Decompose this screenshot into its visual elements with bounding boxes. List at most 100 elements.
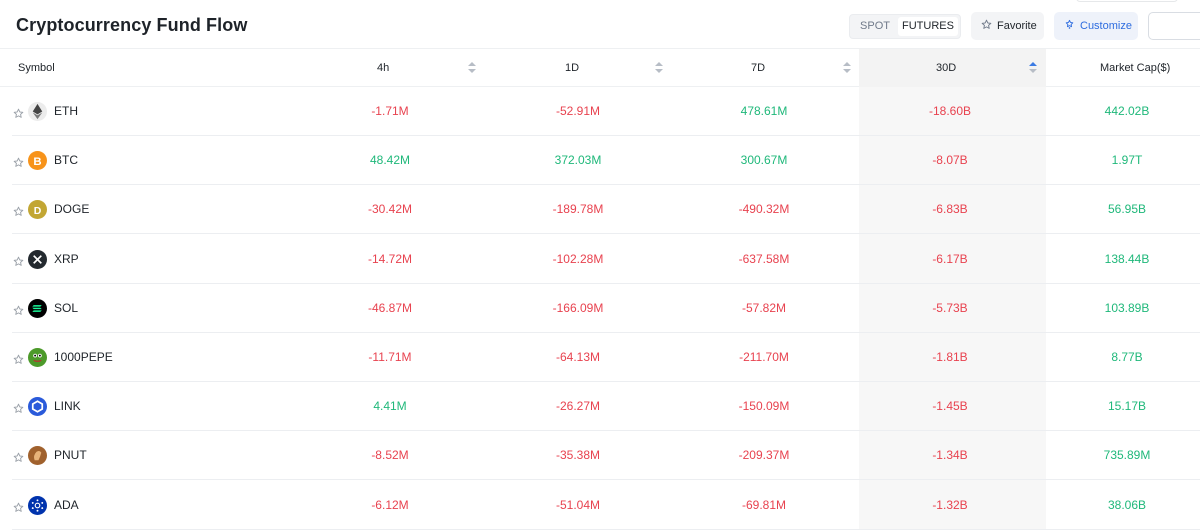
cell-mcap: 1.97T (1111, 153, 1143, 168)
favorite-star-icon[interactable] (13, 352, 24, 364)
sorted-column-header-bg (859, 49, 1046, 87)
cell-mcap: 735.89M (1103, 448, 1151, 463)
cell-d1: -51.04M (555, 497, 601, 512)
cell-d30: -1.34B (932, 448, 968, 463)
cell-d1: -35.38M (555, 448, 601, 463)
cell-h4: -11.71M (368, 350, 412, 364)
header: Cryptocurrency Fund Flow SPOT FUTURES Fa… (0, 0, 1200, 48)
star-icon (981, 19, 992, 33)
cell-mcap: 103.89B (1104, 300, 1150, 315)
symbol-label[interactable]: LINK (54, 399, 81, 414)
tab-futures[interactable]: FUTURES (898, 17, 958, 36)
favorite-star-icon[interactable] (13, 401, 24, 414)
sort-4h-icon[interactable] (468, 62, 476, 74)
cell-d7: -69.81M (741, 497, 787, 512)
cell-d30: -6.17B (932, 251, 968, 266)
cell-mcap: 138.44B (1104, 251, 1150, 266)
cell-d7: -211.70M (739, 350, 789, 364)
cell-h4: -14.72M (367, 251, 413, 266)
column-header-4h[interactable]: 4h (377, 62, 390, 74)
table-row[interactable]: 1000PEPE -11.71M -64.13M -211.70M -1.81B 8.77… (12, 333, 1200, 382)
symbol-label[interactable]: PNUT (54, 448, 87, 463)
table-header: Symbol 4h 1D 7D 30D Market Cap($) (0, 48, 1200, 87)
cell-mcap: 56.95B (1107, 202, 1147, 217)
sorted-column-bg (859, 87, 1046, 530)
table-row[interactable]: B BTC 48.42M 372.03M 300.67M -8.07B 1.97T (12, 136, 1200, 186)
favorite-label: Favorite (997, 20, 1037, 32)
tab-spot[interactable]: SPOT (860, 20, 890, 32)
cell-d7: -490.32M (738, 202, 790, 217)
column-header-symbol: Symbol (18, 62, 55, 74)
table-row[interactable]: PNUT -8.52M -35.38M -209.37M -1.34B 735.89M (12, 431, 1200, 481)
cell-mcap: 442.02B (1104, 104, 1150, 118)
doge-icon: D (28, 200, 47, 220)
cell-d1: 372.03M (554, 153, 602, 168)
cell-mcap: 15.17B (1107, 399, 1147, 414)
cell-h4: -30.42M (367, 202, 413, 217)
cell-d7: -209.37M (738, 448, 790, 463)
column-header-market-cap[interactable]: Market Cap($) (1100, 62, 1171, 74)
svg-text:D: D (34, 206, 42, 217)
cell-d7: -150.09M (738, 399, 790, 414)
cell-h4: -6.12M (371, 497, 409, 512)
cell-mcap: 38.06B (1107, 497, 1147, 512)
sort-1d-icon[interactable] (655, 62, 663, 74)
table-row[interactable]: ADA -6.12M -51.04M -69.81M -1.32B 38.06B (12, 481, 1200, 530)
table-row[interactable]: XRP -14.72M -102.28M -637.58M -6.17B 138.44B (12, 235, 1200, 284)
column-header-30d[interactable]: 30D (936, 62, 957, 74)
sol-icon (28, 298, 47, 318)
cell-d30: -1.45B (932, 399, 968, 414)
favorite-star-icon[interactable] (13, 204, 24, 217)
symbol-label[interactable]: DOGE (54, 202, 90, 217)
column-header-1d[interactable]: 1D (565, 62, 580, 74)
cell-d1: -102.28M (552, 251, 604, 266)
table-row[interactable]: SOL -46.87M -166.09M -57.82M -5.73B 103.89B (12, 284, 1200, 333)
cell-h4: -1.71M (371, 104, 409, 118)
symbol-label[interactable]: XRP (54, 251, 79, 266)
symbol-label[interactable]: BTC (54, 153, 78, 168)
customize-button[interactable]: Customize (1054, 12, 1138, 40)
favorite-star-icon[interactable] (13, 254, 24, 266)
eth-icon (28, 102, 47, 121)
cell-d7: -57.82M (741, 300, 787, 315)
customize-icon (1064, 19, 1075, 33)
cell-d30: -8.07B (932, 153, 968, 168)
xrp-icon (28, 249, 47, 269)
cell-d7: -637.58M (738, 251, 790, 266)
cell-d1: -26.27M (555, 399, 601, 414)
favorite-star-icon[interactable] (13, 303, 24, 315)
pnut-icon (28, 446, 47, 466)
symbol-label[interactable]: SOL (54, 300, 79, 315)
symbol-label[interactable]: ETH (54, 104, 78, 118)
favorite-star-icon[interactable] (13, 106, 24, 118)
cell-d30: -1.81B (932, 350, 968, 364)
market-type-toggle: SPOT FUTURES (849, 14, 961, 39)
cell-d1: -166.09M (552, 300, 604, 315)
cell-d7: 478.61M (740, 104, 788, 118)
symbol-label[interactable]: 1000PEPE (54, 350, 113, 364)
table-row[interactable]: ETH -1.71M -52.91M 478.61M -18.60B 442.02B (12, 87, 1200, 136)
top-toolbar-edge (1076, 0, 1178, 2)
column-header-7d[interactable]: 7D (751, 62, 766, 74)
sort-30d-icon[interactable] (1029, 62, 1037, 74)
link-icon (28, 397, 47, 417)
table-row[interactable]: D DOGE -30.42M -189.78M -490.32M -6.83B 56.95B (12, 185, 1200, 235)
ada-icon (28, 495, 47, 515)
sort-7d-icon[interactable] (843, 62, 851, 74)
favorite-star-icon[interactable] (13, 450, 24, 463)
table-row[interactable]: LINK 4.41M -26.27M -150.09M -1.45B 15.17B (12, 382, 1200, 432)
symbol-label[interactable]: ADA (54, 497, 79, 512)
cell-d30: -6.83B (932, 202, 968, 217)
cell-d1: -64.13M (555, 350, 601, 364)
cell-d30: -1.32B (932, 497, 968, 512)
cell-mcap: 8.77B (1111, 350, 1143, 364)
page-title: Cryptocurrency Fund Flow (16, 15, 248, 35)
search-input[interactable] (1148, 12, 1200, 40)
favorite-button[interactable]: Favorite (971, 12, 1044, 40)
cell-d7: 300.67M (740, 153, 788, 168)
cell-h4: -46.87M (367, 300, 413, 315)
cell-d30: -18.60B (928, 104, 972, 118)
btc-icon: B (28, 151, 47, 171)
favorite-star-icon[interactable] (13, 500, 24, 512)
favorite-star-icon[interactable] (13, 155, 24, 168)
